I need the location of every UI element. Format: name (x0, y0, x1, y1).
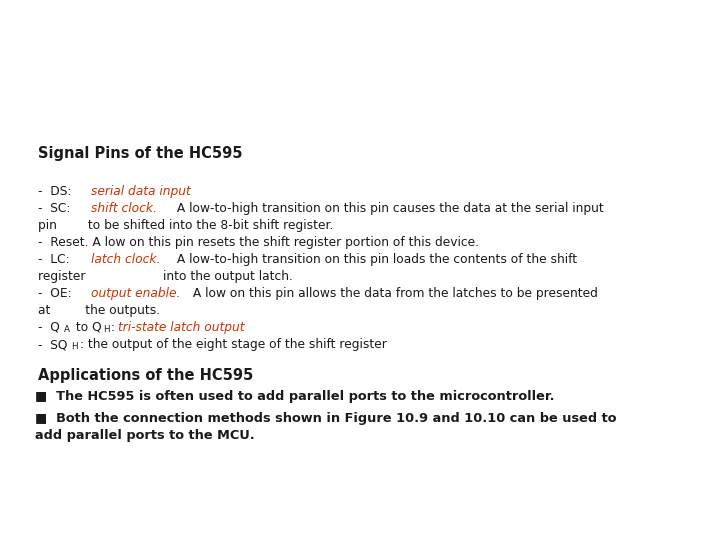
Text: -  OE:: - OE: (38, 287, 76, 300)
Text: -  SQ: - SQ (38, 338, 68, 351)
Text: -  LC:: - LC: (38, 253, 73, 266)
Text: ■  Both the connection methods shown in Figure 10.9 and 10.10 can be used to: ■ Both the connection methods shown in F… (35, 412, 616, 425)
Text: serial data input: serial data input (91, 185, 191, 198)
Text: Signal Pins of the HC595: Signal Pins of the HC595 (38, 146, 243, 161)
Text: A: A (64, 325, 70, 334)
Text: H: H (103, 325, 109, 334)
Text: A low-to-high transition on this pin causes the data at the serial input: A low-to-high transition on this pin cau… (173, 202, 604, 215)
Text: shift clock.: shift clock. (91, 202, 157, 215)
Text: ■  The HC595 is often used to add parallel ports to the microcontroller.: ■ The HC595 is often used to add paralle… (35, 390, 554, 403)
Text: A low on this pin allows the data from the latches to be presented: A low on this pin allows the data from t… (189, 287, 598, 300)
Text: tri-state latch output: tri-state latch output (118, 321, 245, 334)
Text: : the output of the eight stage of the shift register: : the output of the eight stage of the s… (80, 338, 387, 351)
Text: add parallel ports to the MCU.: add parallel ports to the MCU. (35, 429, 255, 442)
Text: -  Q: - Q (38, 321, 60, 334)
Text: latch clock.: latch clock. (91, 253, 161, 266)
Text: :: : (111, 321, 119, 334)
Text: pin        to be shifted into the 8-bit shift register.: pin to be shifted into the 8-bit shift r… (38, 219, 333, 232)
Text: -  DS:: - DS: (38, 185, 76, 198)
Text: Applications of the HC595: Applications of the HC595 (38, 368, 253, 383)
Text: to Q: to Q (72, 321, 102, 334)
Text: H: H (71, 342, 78, 351)
Text: output enable.: output enable. (91, 287, 181, 300)
Text: -  Reset. A low on this pin resets the shift register portion of this device.: - Reset. A low on this pin resets the sh… (38, 236, 479, 249)
Text: at         the outputs.: at the outputs. (38, 304, 160, 317)
Text: A low-to-high transition on this pin loads the contents of the shift: A low-to-high transition on this pin loa… (173, 253, 577, 266)
Text: -  SC:: - SC: (38, 202, 74, 215)
Text: register                    into the output latch.: register into the output latch. (38, 270, 293, 283)
